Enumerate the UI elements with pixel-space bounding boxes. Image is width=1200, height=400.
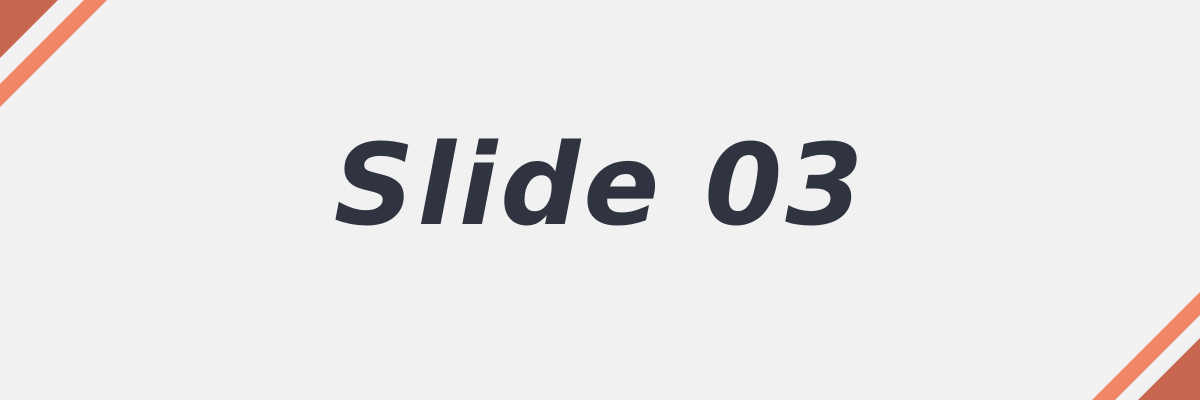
slide-title: Slide 03 (333, 121, 867, 251)
